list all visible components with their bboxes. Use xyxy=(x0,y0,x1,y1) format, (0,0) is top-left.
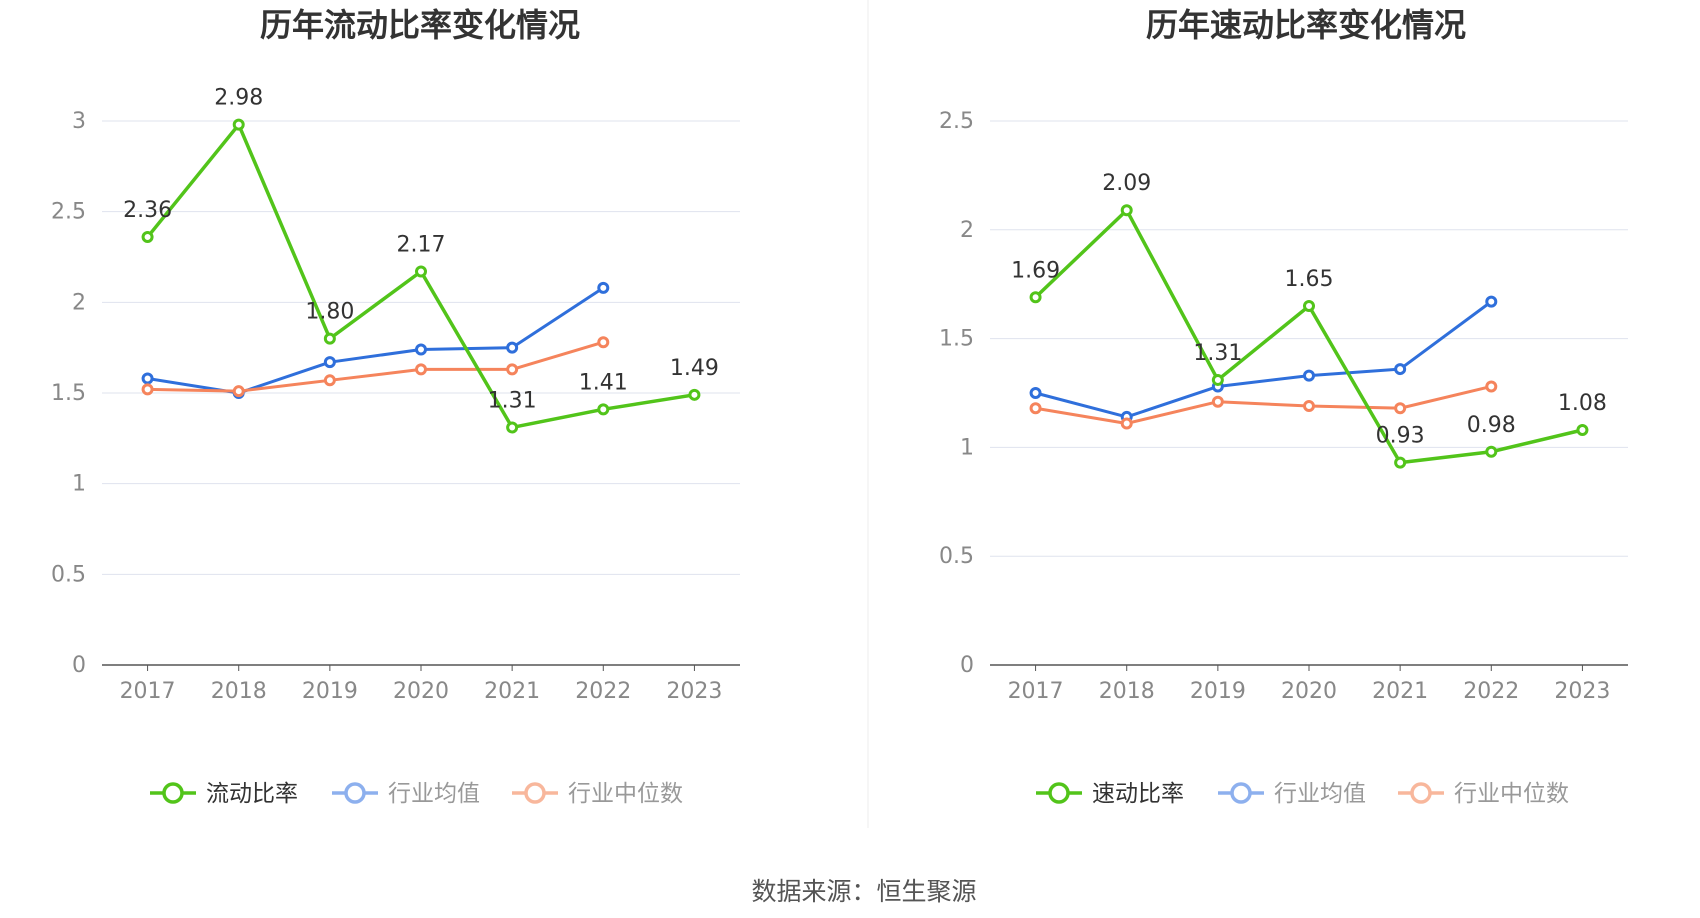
legend-label: 行业均值 xyxy=(1274,781,1366,807)
data-point xyxy=(1394,402,1407,415)
x-tick-label: 2018 xyxy=(1099,679,1155,704)
data-point xyxy=(1211,395,1224,408)
data-label: 0.98 xyxy=(1467,413,1516,438)
data-point xyxy=(688,388,701,401)
x-tick-label: 2021 xyxy=(484,679,540,704)
data-label: 2.98 xyxy=(214,86,263,111)
data-point xyxy=(1120,204,1133,217)
data-label: 1.69 xyxy=(1011,258,1060,283)
x-tick-label: 2023 xyxy=(666,679,722,704)
data-point xyxy=(597,281,610,294)
x-tick-label: 2022 xyxy=(1463,679,1519,704)
data-label: 2.36 xyxy=(123,198,172,223)
series-line xyxy=(1035,300,1493,419)
y-tick-label: 1 xyxy=(72,472,86,497)
data-point xyxy=(1576,423,1589,436)
y-tick-label: 2 xyxy=(960,218,974,243)
data-point xyxy=(323,356,336,369)
y-tick-label: 1.5 xyxy=(939,327,974,352)
x-tick-label: 2021 xyxy=(1372,679,1428,704)
data-point xyxy=(1029,402,1042,415)
x-tick-label: 2019 xyxy=(1190,679,1246,704)
x-tick-label: 2023 xyxy=(1554,679,1610,704)
y-tick-label: 1 xyxy=(960,435,974,460)
chart-title: 历年速动比率变化情况 xyxy=(1146,6,1466,44)
data-point xyxy=(506,341,519,354)
legend-marker-icon xyxy=(344,782,366,804)
legend-label: 行业中位数 xyxy=(1454,781,1569,807)
x-tick-label: 2020 xyxy=(1281,679,1337,704)
data-point xyxy=(232,118,245,131)
series-line xyxy=(1035,385,1492,425)
data-point xyxy=(1029,387,1042,399)
data-point xyxy=(1394,363,1407,376)
legend-marker-icon xyxy=(162,782,184,804)
y-tick-label: 0 xyxy=(960,653,974,678)
data-point xyxy=(1303,299,1315,312)
data-point xyxy=(323,374,336,387)
data-point xyxy=(1211,373,1224,386)
data-point xyxy=(1485,445,1498,458)
x-tick-label: 2020 xyxy=(393,679,449,704)
x-tick-label: 2018 xyxy=(211,679,267,704)
x-tick-label: 2017 xyxy=(120,679,176,704)
data-point xyxy=(1029,291,1042,304)
data-point xyxy=(1303,400,1315,413)
data-point xyxy=(323,332,336,345)
data-label: 1.41 xyxy=(579,370,628,395)
data-label: 1.08 xyxy=(1558,391,1607,416)
data-label: 1.31 xyxy=(1193,341,1242,366)
x-tick-label: 2019 xyxy=(302,679,358,704)
data-point xyxy=(141,383,154,396)
data-point xyxy=(141,231,154,244)
legend-marker-icon xyxy=(1410,782,1432,804)
data-point xyxy=(1485,380,1498,393)
y-tick-label: 1.5 xyxy=(51,381,86,406)
legend-label: 速动比率 xyxy=(1092,781,1184,807)
data-label: 1.49 xyxy=(670,356,719,381)
data-point xyxy=(506,421,519,434)
data-point xyxy=(1120,417,1133,430)
current-ratio-chart: 历年流动比率变化情况 0 0.5 1 1.5 2 2.5 3 2017 2018 2019 2020 2… xyxy=(51,6,740,807)
quick-ratio-chart: 历年速动比率变化情况 0 0.5 1 1.5 2 2.5 2017 2018 2019 2020 20… xyxy=(939,6,1628,807)
data-point xyxy=(1394,456,1407,469)
data-point xyxy=(141,372,154,385)
y-tick-label: 0.5 xyxy=(939,544,974,569)
y-tick-label: 2.5 xyxy=(51,200,86,225)
legend-label: 行业均值 xyxy=(388,781,480,807)
data-point xyxy=(232,385,245,398)
legend-marker-icon xyxy=(1048,782,1070,804)
data-point xyxy=(1485,295,1498,308)
chart-title: 历年流动比率变化情况 xyxy=(260,6,580,44)
data-point xyxy=(415,265,427,278)
data-label: 1.65 xyxy=(1285,267,1334,292)
data-label: 2.09 xyxy=(1102,171,1151,196)
x-tick-label: 2022 xyxy=(575,679,631,704)
y-tick-label: 2 xyxy=(72,290,86,315)
legend-label: 流动比率 xyxy=(206,781,298,807)
data-point xyxy=(597,336,610,349)
legend-label: 行业中位数 xyxy=(568,781,683,807)
data-point xyxy=(1303,369,1315,382)
y-tick-label: 0.5 xyxy=(51,562,86,587)
legend-marker-icon xyxy=(524,782,546,804)
data-source: 数据来源：恒生聚源 xyxy=(751,877,976,906)
x-tick-label: 2017 xyxy=(1008,679,1064,704)
data-label: 1.31 xyxy=(488,388,537,413)
data-label: 1.80 xyxy=(305,300,354,325)
data-point xyxy=(597,403,610,416)
data-label: 2.17 xyxy=(397,233,446,258)
y-tick-label: 2.5 xyxy=(939,109,974,134)
data-label: 0.93 xyxy=(1376,424,1425,449)
data-point xyxy=(415,363,427,376)
data-point xyxy=(506,363,519,376)
y-tick-label: 0 xyxy=(72,653,86,678)
y-tick-label: 3 xyxy=(72,109,86,134)
series-line xyxy=(147,340,604,393)
data-point xyxy=(415,343,427,356)
legend-marker-icon xyxy=(1230,782,1252,804)
